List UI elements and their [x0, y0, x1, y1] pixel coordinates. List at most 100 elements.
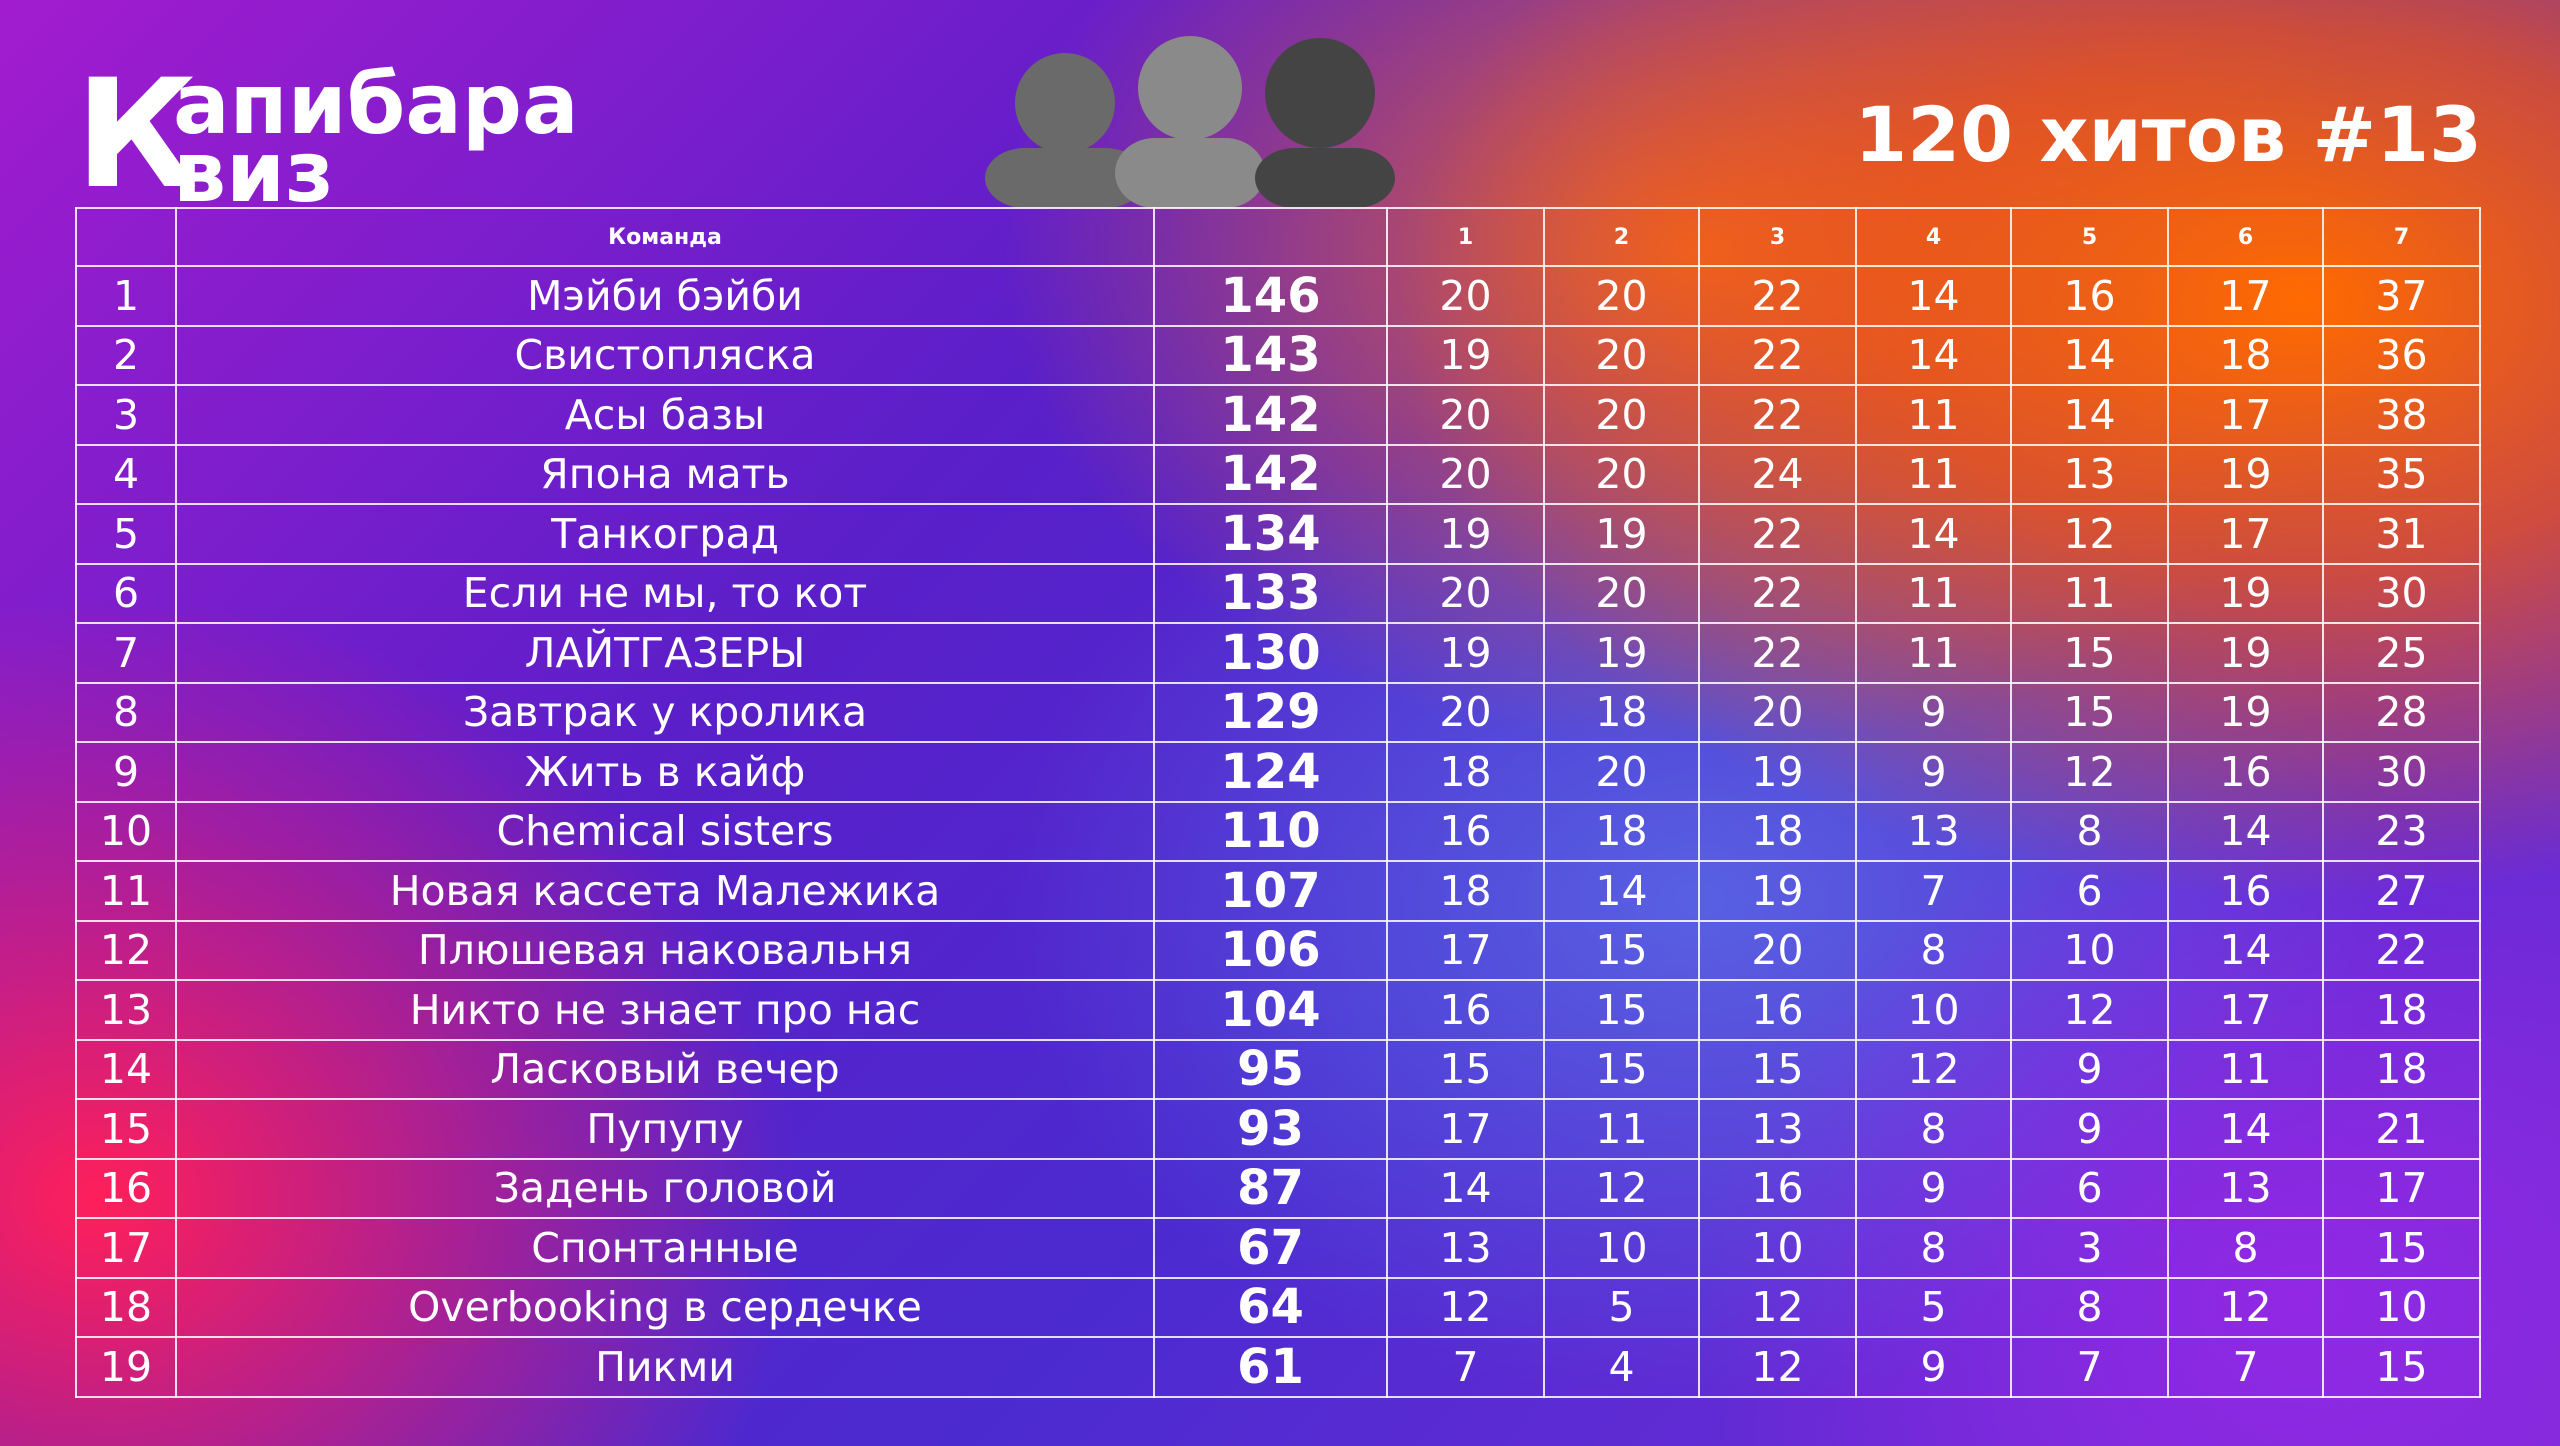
photo-1 — [985, 53, 1145, 208]
team-cell: Chemical sisters — [175, 800, 1155, 862]
round-cell: 38 — [2322, 384, 2481, 446]
round-header: 6 — [2167, 207, 2324, 267]
round-cell: 30 — [2322, 741, 2481, 803]
round-cell: 11 — [2167, 1038, 2324, 1100]
round-cell: 22 — [1698, 265, 1857, 327]
table-row: 7 ЛАЙТГАЗЕРЫ 130 19 19 22 11 15 19 25 — [75, 622, 2481, 684]
round-cell: 13 — [1386, 1217, 1545, 1279]
round-cell: 30 — [2322, 562, 2481, 624]
round-cell: 18 — [1543, 681, 1700, 743]
table-row: 8 Завтрак у кролика 129 20 18 20 9 15 19 28 — [75, 681, 2481, 743]
round-cell: 20 — [1543, 741, 1700, 803]
title: 120 хитов #13 — [1854, 90, 2482, 179]
round-cell: 13 — [1855, 800, 2012, 862]
round-cell: 20 — [1386, 681, 1545, 743]
round-cell: 7 — [2010, 1336, 2169, 1398]
round-cell: 24 — [1698, 443, 1857, 505]
team-cell: Асы базы — [175, 384, 1155, 446]
round-cell: 18 — [1386, 860, 1545, 922]
team-cell: Плюшевая наковальня — [175, 919, 1155, 981]
rank-header — [75, 207, 177, 267]
round-cell: 13 — [2010, 443, 2169, 505]
round-cell: 8 — [2167, 1217, 2324, 1279]
total-cell: 64 — [1153, 1276, 1388, 1338]
round-cell: 22 — [1698, 562, 1857, 624]
team-header: Команда — [175, 207, 1155, 267]
round-cell: 15 — [1386, 1038, 1545, 1100]
round-header: 3 — [1698, 207, 1857, 267]
round-cell: 10 — [1855, 979, 2012, 1041]
total-cell: 104 — [1153, 979, 1388, 1041]
team-cell: Задень головой — [175, 1157, 1155, 1219]
rank-cell: 9 — [75, 741, 177, 803]
round-cell: 19 — [1386, 503, 1545, 565]
rank-cell: 13 — [75, 979, 177, 1041]
team-cell: Пупупу — [175, 1098, 1155, 1160]
round-cell: 17 — [2167, 384, 2324, 446]
round-cell: 9 — [1855, 1157, 2012, 1219]
round-cell: 15 — [2010, 622, 2169, 684]
round-cell: 11 — [2010, 562, 2169, 624]
round-cell: 20 — [1543, 324, 1700, 386]
team-cell: Если не мы, то кот — [175, 562, 1155, 624]
round-cell: 9 — [2010, 1038, 2169, 1100]
round-cell: 18 — [1698, 800, 1857, 862]
table-row: 15 Пупупу 93 17 11 13 8 9 14 21 — [75, 1098, 2481, 1160]
round-cell: 11 — [1855, 562, 2012, 624]
round-cell: 20 — [1386, 265, 1545, 327]
round-cell: 11 — [1543, 1098, 1700, 1160]
round-cell: 20 — [1386, 562, 1545, 624]
round-cell: 14 — [2167, 800, 2324, 862]
round-cell: 12 — [2010, 503, 2169, 565]
rank-cell: 14 — [75, 1038, 177, 1100]
round-header: 2 — [1543, 207, 1700, 267]
round-cell: 8 — [1855, 1217, 2012, 1279]
round-cell: 35 — [2322, 443, 2481, 505]
round-cell: 20 — [1543, 384, 1700, 446]
round-cell: 17 — [2167, 503, 2324, 565]
round-cell: 19 — [2167, 443, 2324, 505]
round-cell: 22 — [1698, 384, 1857, 446]
table-row: 16 Задень головой 87 14 12 16 9 6 13 17 — [75, 1157, 2481, 1219]
team-cell: Overbooking в сердечке — [175, 1276, 1155, 1338]
photo-2 — [1115, 36, 1265, 208]
round-cell: 15 — [2322, 1336, 2481, 1398]
round-cell: 28 — [2322, 681, 2481, 743]
round-cell: 14 — [2167, 919, 2324, 981]
round-cell: 6 — [2010, 860, 2169, 922]
table-row: 5 Танкоград 134 19 19 22 14 12 17 31 — [75, 503, 2481, 565]
round-cell: 5 — [1543, 1276, 1700, 1338]
round-cell: 25 — [2322, 622, 2481, 684]
total-cell: 146 — [1153, 265, 1388, 327]
round-header: 1 — [1386, 207, 1545, 267]
round-cell: 8 — [1855, 1098, 2012, 1160]
round-cell: 16 — [1386, 979, 1545, 1041]
team-cell: Спонтанные — [175, 1217, 1155, 1279]
table-row: 12 Плюшевая наковальня 106 17 15 20 8 10 14 22 — [75, 919, 2481, 981]
round-cell: 14 — [1543, 860, 1700, 922]
team-cell: Пикми — [175, 1336, 1155, 1398]
round-cell: 18 — [1543, 800, 1700, 862]
round-cell: 22 — [1698, 503, 1857, 565]
round-cell: 15 — [1698, 1038, 1857, 1100]
round-cell: 19 — [2167, 562, 2324, 624]
round-cell: 4 — [1543, 1336, 1700, 1398]
round-cell: 17 — [1386, 919, 1545, 981]
round-cell: 16 — [1698, 979, 1857, 1041]
round-cell: 20 — [1543, 443, 1700, 505]
round-cell: 14 — [2010, 324, 2169, 386]
table-row: 17 Спонтанные 67 13 10 10 8 3 8 15 — [75, 1217, 2481, 1279]
round-cell: 10 — [1698, 1217, 1857, 1279]
table-row: 1 Мэйби бэйби 146 20 20 22 14 16 17 37 — [75, 265, 2481, 327]
round-cell: 20 — [1698, 681, 1857, 743]
round-cell: 20 — [1543, 562, 1700, 624]
rank-cell: 10 — [75, 800, 177, 862]
total-cell: 124 — [1153, 741, 1388, 803]
round-cell: 18 — [2322, 1038, 2481, 1100]
round-cell: 11 — [1855, 384, 2012, 446]
rank-cell: 16 — [75, 1157, 177, 1219]
